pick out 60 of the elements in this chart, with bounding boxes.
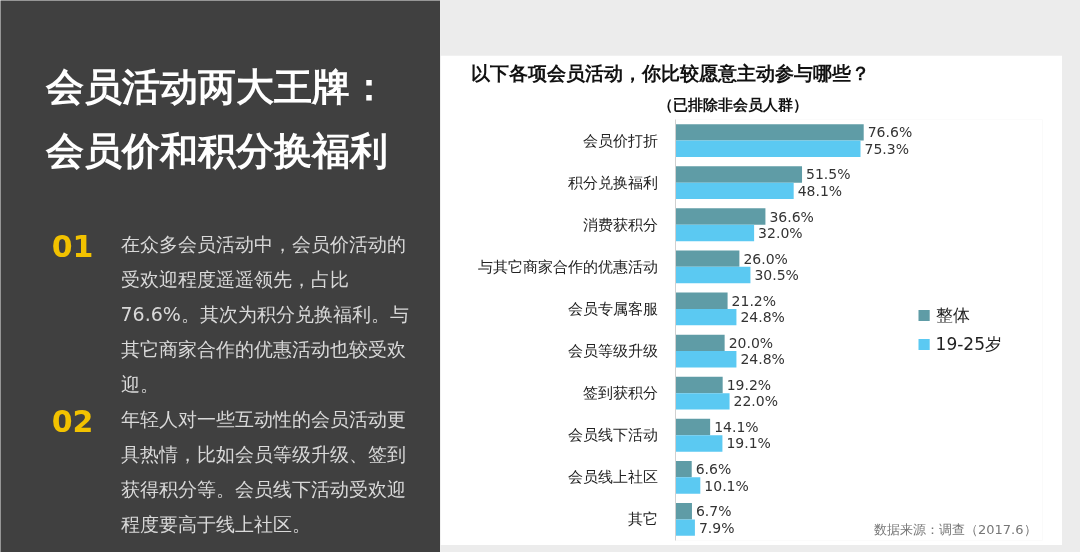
y-tick-label: 积分兑换福利	[567, 173, 658, 192]
bar	[675, 460, 692, 478]
bar	[675, 334, 725, 352]
y-tick-label: 会员价打折	[582, 131, 658, 150]
bar	[675, 435, 723, 452]
data-label: 20.0%	[728, 334, 774, 351]
y-tick-label: 会员线下活动	[567, 426, 658, 445]
bar	[675, 351, 737, 368]
data-label: 6.6%	[695, 461, 732, 478]
bar	[675, 266, 751, 284]
data-label: 30.5%	[754, 267, 799, 284]
bar	[675, 182, 794, 200]
y-tick-label: 与其它商家合作的优惠活动	[477, 257, 658, 276]
y-tick-label: 会员线上社区	[567, 468, 658, 487]
bar	[675, 208, 766, 225]
data-label: 14.1%	[714, 419, 759, 436]
bar	[675, 519, 695, 536]
data-label: 26.0%	[743, 250, 788, 267]
data-label: 24.8%	[740, 351, 785, 368]
chart-title: 以下各项会员活动，你比较愿意主动参与哪些？	[470, 61, 870, 84]
text: 年轻人对一些互动性的会员活动更具热情，比如会员等级升级、签到获得积分等。会员线下活动受欢迎程度要高于线上社区。	[120, 407, 406, 535]
bar	[675, 308, 737, 326]
data-label: 24.8%	[740, 309, 785, 326]
legend-label: 整体	[935, 303, 970, 327]
data-label: 32.0%	[758, 224, 803, 241]
bar	[675, 140, 861, 157]
data-label: 19.1%	[726, 435, 771, 452]
text: 02	[51, 403, 94, 439]
data-label: 75.3%	[864, 140, 909, 157]
bar	[675, 166, 803, 183]
bar	[675, 250, 740, 267]
y-tick-label: 签到获积分	[582, 384, 658, 403]
y-tick-label: 会员等级升级	[567, 342, 658, 361]
bar	[675, 503, 692, 520]
data-label: 22.0%	[733, 393, 779, 410]
data-label: 7.9%	[698, 519, 735, 536]
data-label: 10.1%	[704, 477, 749, 494]
bar	[675, 124, 864, 141]
bar	[675, 292, 728, 309]
y-tick-label: 消费获积分	[582, 215, 658, 234]
data-label: 19.2%	[726, 376, 772, 393]
data-label: 48.1%	[797, 182, 843, 199]
text: 在众多会员活动中，会员价活动的受欢迎程度遥遥领先，占比76.6%。其次为积分兑换福利。与其它商家合作的优惠活动也较受欢迎。	[120, 232, 409, 395]
text: 会员活动两大王牌：会员价和积分换福利	[44, 64, 388, 173]
data-label: 51.5%	[806, 166, 851, 183]
legend-label: 19-25岁	[935, 332, 1002, 356]
data-label: 6.7%	[695, 503, 732, 520]
data-label: 76.6%	[867, 124, 913, 141]
chart-subtitle: （已排除非会员人群）	[657, 95, 808, 114]
bar	[675, 477, 701, 494]
y-tick-label: 会员专属客服	[567, 299, 658, 318]
bar	[675, 393, 730, 410]
bar	[675, 418, 711, 436]
bar	[675, 376, 723, 394]
source-note: 数据来源：调查（2017.6）	[874, 521, 1037, 537]
bar	[675, 224, 755, 242]
data-label: 21.2%	[731, 292, 777, 309]
data-label: 36.6%	[769, 208, 814, 225]
y-tick-label: 其它	[627, 510, 658, 529]
text: 01	[51, 228, 94, 264]
